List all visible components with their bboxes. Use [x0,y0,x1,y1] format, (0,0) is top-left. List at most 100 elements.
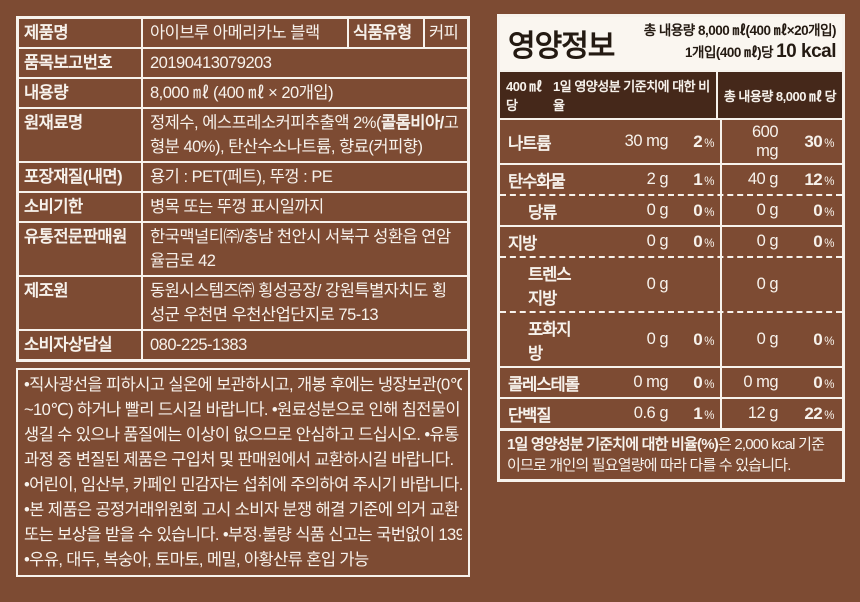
row-value: 병목 또는 뚜껑 표시일까지 [150,198,324,216]
nutrient-amount-total: 0 g [756,232,779,250]
footnote-rest: 은 2,000 kcal 기준이므로 개인의 필요열량에 따라 다를 수 있습니… [507,436,825,474]
ingredients-origin-bold: 콜롬비아/ [380,114,444,132]
column-header-right: 총 내용량 8,000 ㎖ 당 [718,72,842,118]
row-label: 소비기한 [19,193,143,221]
notice-line: 과정 중 변질된 제품은 구입처 및 판매원에서 교환하시길 바랍니다. [24,451,454,469]
nutrient-name: 트렌스지방 [528,265,572,308]
nutrient-row-protein: 단백질 0.6 g 1% 12 g 22% [500,397,842,428]
nutrition-footnote: 1일 영양성분 기준치에 대한 비율(%)은 2,000 kcal 기준이므로 … [500,428,842,479]
notices-box: •직사광선을 피하시고 실온에 보관하시고, 개봉 후에는 냉장보관(0℃ ~1… [16,368,470,577]
nutrient-row-fat: 지방 0 g 0% 0 g 0% [500,225,842,256]
table-row-product-name: 제품명 아이브루 아메리카노 블랙 식품유형 커피 [19,19,467,47]
kcal-value: 10 kcal [776,40,836,62]
col-per-400: 400 ㎖ 당 [506,79,542,113]
nutrition-summary: 총 내용량 8,000 ㎖(400 ㎖×20개입) 1개입(400 ㎖)당 10 … [614,22,837,64]
notice-line: 생길 수 있으나 품질에는 이상이 없으므로 안심하고 드십시오. •유통 [24,426,459,444]
table-row-ingredients: 원재료명 정제수, 에스프레소커피추출액 2%(콜롬비아/고형분 40%), 탄… [19,107,467,161]
food-type-label: 식품유형 [347,19,423,47]
nutrient-name: 당류 [528,203,557,222]
column-header-left: 400 ㎖ 당 1일 영양성분 기준치에 대한 비율 [500,72,718,118]
nutrient-percent-total: 22% [804,403,834,423]
nutrient-amount-total: 0 g [756,330,779,348]
total-volume-text: 총 내용량 8,000 ㎖(400 ㎖×20개입) [643,22,837,38]
row-value: 아이브루 아메리카노 블랙 [150,24,320,42]
row-label: 유통전문판매원 [19,223,143,275]
nutrient-percent: 0% [693,200,714,220]
ingredients-text: 정제수, 에스프레소커피추출액 2%( [150,114,381,132]
nutrient-percent: 0% [693,372,714,392]
row-value: 동원시스템즈㈜ 횡성공장/ 강원특별자치도 횡성군 우천면 우천산업단지로 75… [150,282,447,324]
nutrient-amount: 30 mg [624,132,669,150]
table-row-packaging: 포장재질(내면) 용기 : PET(페트), 뚜껑 : PE [19,161,467,191]
notice-line: •어린이, 임산부, 카페인 민감자는 섭취에 주의하여 주시기 바랍니다. [24,476,462,494]
nutrient-percent-total: 0% [813,372,834,392]
nutrient-row-cholesterol: 콜레스테롤 0 mg 0% 0 mg 0% [500,366,842,397]
nutrient-percent-total [784,275,834,295]
nutrient-amount-total: 0 g [756,275,779,293]
nutrient-amount-total: 40 g [747,170,779,188]
nutrient-name: 탄수화물 [508,172,566,191]
row-value: 8,000 ㎖ (400 ㎖ × 20개입) [150,84,334,102]
nutrient-name: 지방 [508,234,537,253]
nutrient-name: 콜레스테롤 [508,375,580,394]
food-type-value: 커피 [423,19,467,47]
notice-line: •우유, 대두, 복숭아, 토마토, 메밀, 아황산류 혼입 가능 [24,551,369,569]
row-label: 제조원 [19,277,143,329]
row-value: 20190413079203 [150,54,272,72]
notice-line: ~10℃) 하거나 빨리 드시길 바랍니다. •원료성분으로 인해 침전물이 [24,401,461,419]
nutrition-title: 영양정보 [508,30,615,63]
notice-line: •본 제품은 공정거래위원회 고시 소비자 분쟁 해결 기준에 의거 교환 [24,501,459,519]
row-label: 소비자상담실 [19,331,143,359]
nutrient-percent-total: 0% [813,231,834,251]
nutrient-percent-total: 0% [813,329,834,349]
notice-line: 또는 보상을 받을 수 있습니다. •부정·불량 식품 신고는 국번없이 139… [24,526,462,544]
nutrient-row-carbohydrate: 탄수화물 2 g 1% 40 g 12% [500,163,842,194]
nutrient-row-trans-fat: 트렌스지방 0 g 0 g [500,256,842,311]
product-info-table: 제품명 아이브루 아메리카노 블랙 식품유형 커피 품목보고번호 2019041… [16,16,470,362]
nutrient-amount-total: 0 mg [743,373,778,391]
row-value: 정제수, 에스프레소커피추출액 2%(콜롬비아/고형분 40%), 탄산수소나트… [143,109,467,161]
nutrition-header: 영양정보 총 내용량 8,000 ㎖(400 ㎖×20개입) 1개입(400 ㎖… [500,17,842,70]
table-row-distributor: 유통전문판매원 한국맥널티㈜/충남 천안시 서북구 성환읍 연암율금로 42 [19,221,467,275]
nutrition-column-header: 400 ㎖ 당 1일 영양성분 기준치에 대한 비율 총 내용량 8,000 ㎖… [500,70,842,118]
row-value: 한국맥널티㈜/충남 천안시 서북구 성환읍 연암율금로 42 [150,228,451,270]
nutrient-amount: 0 g [646,201,669,219]
nutrient-name: 단백질 [508,406,552,425]
row-label: 내용량 [19,79,143,107]
row-value: 용기 : PET(페트), 뚜껑 : PE [150,168,333,186]
nutrient-row-saturated-fat: 포화지방 0 g 0% 0 g 0% [500,311,842,366]
nutrient-name: 포화지방 [528,320,572,363]
nutrient-percent: 1% [693,403,714,423]
nutrient-amount: 0 g [646,232,669,250]
row-value: 080-225-1383 [150,336,247,354]
row-label: 품목보고번호 [19,49,143,77]
table-row-report-number: 품목보고번호 20190413079203 [19,47,467,77]
nutrient-percent-total: 0% [813,200,834,220]
per-serving-text: 1개입(400 ㎖)당 10 kcal [614,40,836,64]
nutrient-percent: 0% [693,231,714,251]
row-label: 원재료명 [19,109,143,161]
table-row-expiry: 소비기한 병목 또는 뚜껑 표시일까지 [19,191,467,221]
table-row-customer-service: 소비자상담실 080-225-1383 [19,329,467,359]
nutrient-amount-total: 0 g [756,201,779,219]
col-daily-pct: 1일 영양성분 기준치에 대한 비율 [553,79,710,113]
nutrient-amount: 0 g [646,330,669,348]
nutrient-amount: 0 mg [633,373,668,391]
nutrient-name: 나트륨 [508,134,552,153]
nutrient-row-sugars: 당류 0 g 0% 0 g 0% [500,194,842,225]
footnote-bold: 1일 영양성분 기준치에 대한 비율(%) [507,436,719,453]
nutrient-percent-total: 30% [804,131,834,151]
nutrient-percent-total: 12% [804,169,834,189]
nutrient-percent [668,275,714,295]
notice-line: •직사광선을 피하시고 실온에 보관하시고, 개봉 후에는 냉장보관(0℃ [24,376,462,394]
col-per-total: 총 내용량 8,000 ㎖ 당 [723,88,837,104]
nutrient-amount-total: 600 mg [751,122,779,160]
nutrient-amount: 2 g [646,170,669,188]
nutrient-percent: 2% [693,131,714,151]
nutrient-percent: 1% [693,169,714,189]
nutrient-percent: 0% [693,329,714,349]
nutrient-row-sodium: 나트륨 30 mg 2% 600 mg 30% [500,118,842,163]
nutrient-amount: 0 g [646,275,669,293]
per-serving-label: 1개입(400 ㎖)당 [685,44,774,60]
